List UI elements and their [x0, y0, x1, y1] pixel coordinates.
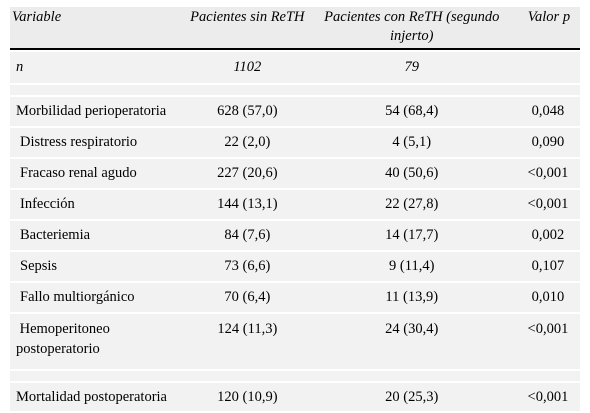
n-p: [515, 52, 580, 83]
row-p: 0,090: [515, 128, 580, 157]
row-p: <0,001: [515, 190, 580, 219]
table-row: Mortalidad postoperatoria 120 (10,9) 20 …: [10, 383, 580, 411]
results-table: Variable Pacientes sin ReTH Pacientes co…: [10, 5, 580, 413]
row-p: 0,010: [515, 283, 580, 312]
spacer-row: [10, 85, 580, 95]
row-p: 0,048: [515, 97, 580, 126]
row-con: 20 (25,3): [307, 383, 516, 411]
table-row: Fracaso renal agudo 227 (20,6) 40 (50,6)…: [10, 159, 580, 188]
row-p: <0,001: [515, 314, 580, 369]
header-con-reth: Pacientes con ReTH (segundo injerto): [307, 7, 516, 50]
row-label: Hemoperitoneo postoperatorio: [10, 314, 188, 369]
row-con: 9 (11,4): [307, 252, 516, 281]
row-sin: 227 (20,6): [187, 159, 308, 188]
row-sin: 144 (13,1): [187, 190, 308, 219]
row-label: Infección: [10, 190, 188, 219]
row-sin: 70 (6,4): [187, 283, 308, 312]
n-row: n 1102 79: [10, 52, 580, 83]
row-sin: 124 (11,3): [187, 314, 308, 369]
table-row: Distress respiratorio 22 (2,0) 4 (5,1) 0…: [10, 128, 580, 157]
row-con: 14 (17,7): [307, 221, 516, 250]
spacer-row: [10, 371, 580, 381]
row-con: 40 (50,6): [307, 159, 516, 188]
row-con: 54 (68,4): [307, 97, 516, 126]
row-con: 4 (5,1): [307, 128, 516, 157]
header-valor-p: Valor p: [515, 7, 580, 50]
table-row: Morbilidad perioperatoria 628 (57,0) 54 …: [10, 97, 580, 126]
row-p: 0,107: [515, 252, 580, 281]
row-label: Distress respiratorio: [10, 128, 188, 157]
row-label: Sepsis: [10, 252, 188, 281]
row-con: 11 (13,9): [307, 283, 516, 312]
row-p: <0,001: [515, 383, 580, 411]
row-label: Fracaso renal agudo: [10, 159, 188, 188]
row-con: 24 (30,4): [307, 314, 516, 369]
row-sin: 84 (7,6): [187, 221, 308, 250]
n-con: 79: [307, 52, 516, 83]
row-sin: 628 (57,0): [187, 97, 308, 126]
table-row: Bacteriemia 84 (7,6) 14 (17,7) 0,002: [10, 221, 580, 250]
header-row: Variable Pacientes sin ReTH Pacientes co…: [10, 7, 580, 50]
row-con: 22 (27,8): [307, 190, 516, 219]
row-p: <0,001: [515, 159, 580, 188]
row-label: Mortalidad postoperatoria: [10, 383, 188, 411]
row-label: Morbilidad perioperatoria: [10, 97, 188, 126]
row-label: Bacteriemia: [10, 221, 188, 250]
table-row: Sepsis 73 (6,6) 9 (11,4) 0,107: [10, 252, 580, 281]
row-sin: 22 (2,0): [187, 128, 308, 157]
table-row: Fallo multiorgánico 70 (6,4) 11 (13,9) 0…: [10, 283, 580, 312]
header-variable: Variable: [10, 7, 188, 50]
row-sin: 120 (10,9): [187, 383, 308, 411]
header-sin-reth: Pacientes sin ReTH: [187, 7, 308, 50]
row-sin: 73 (6,6): [187, 252, 308, 281]
table-row: Hemoperitoneo postoperatorio 124 (11,3) …: [10, 314, 580, 369]
table-row: Infección 144 (13,1) 22 (27,8) <0,001: [10, 190, 580, 219]
row-label: Fallo multiorgánico: [10, 283, 188, 312]
n-label: n: [10, 52, 188, 83]
row-p: 0,002: [515, 221, 580, 250]
n-sin: 1102: [187, 52, 308, 83]
